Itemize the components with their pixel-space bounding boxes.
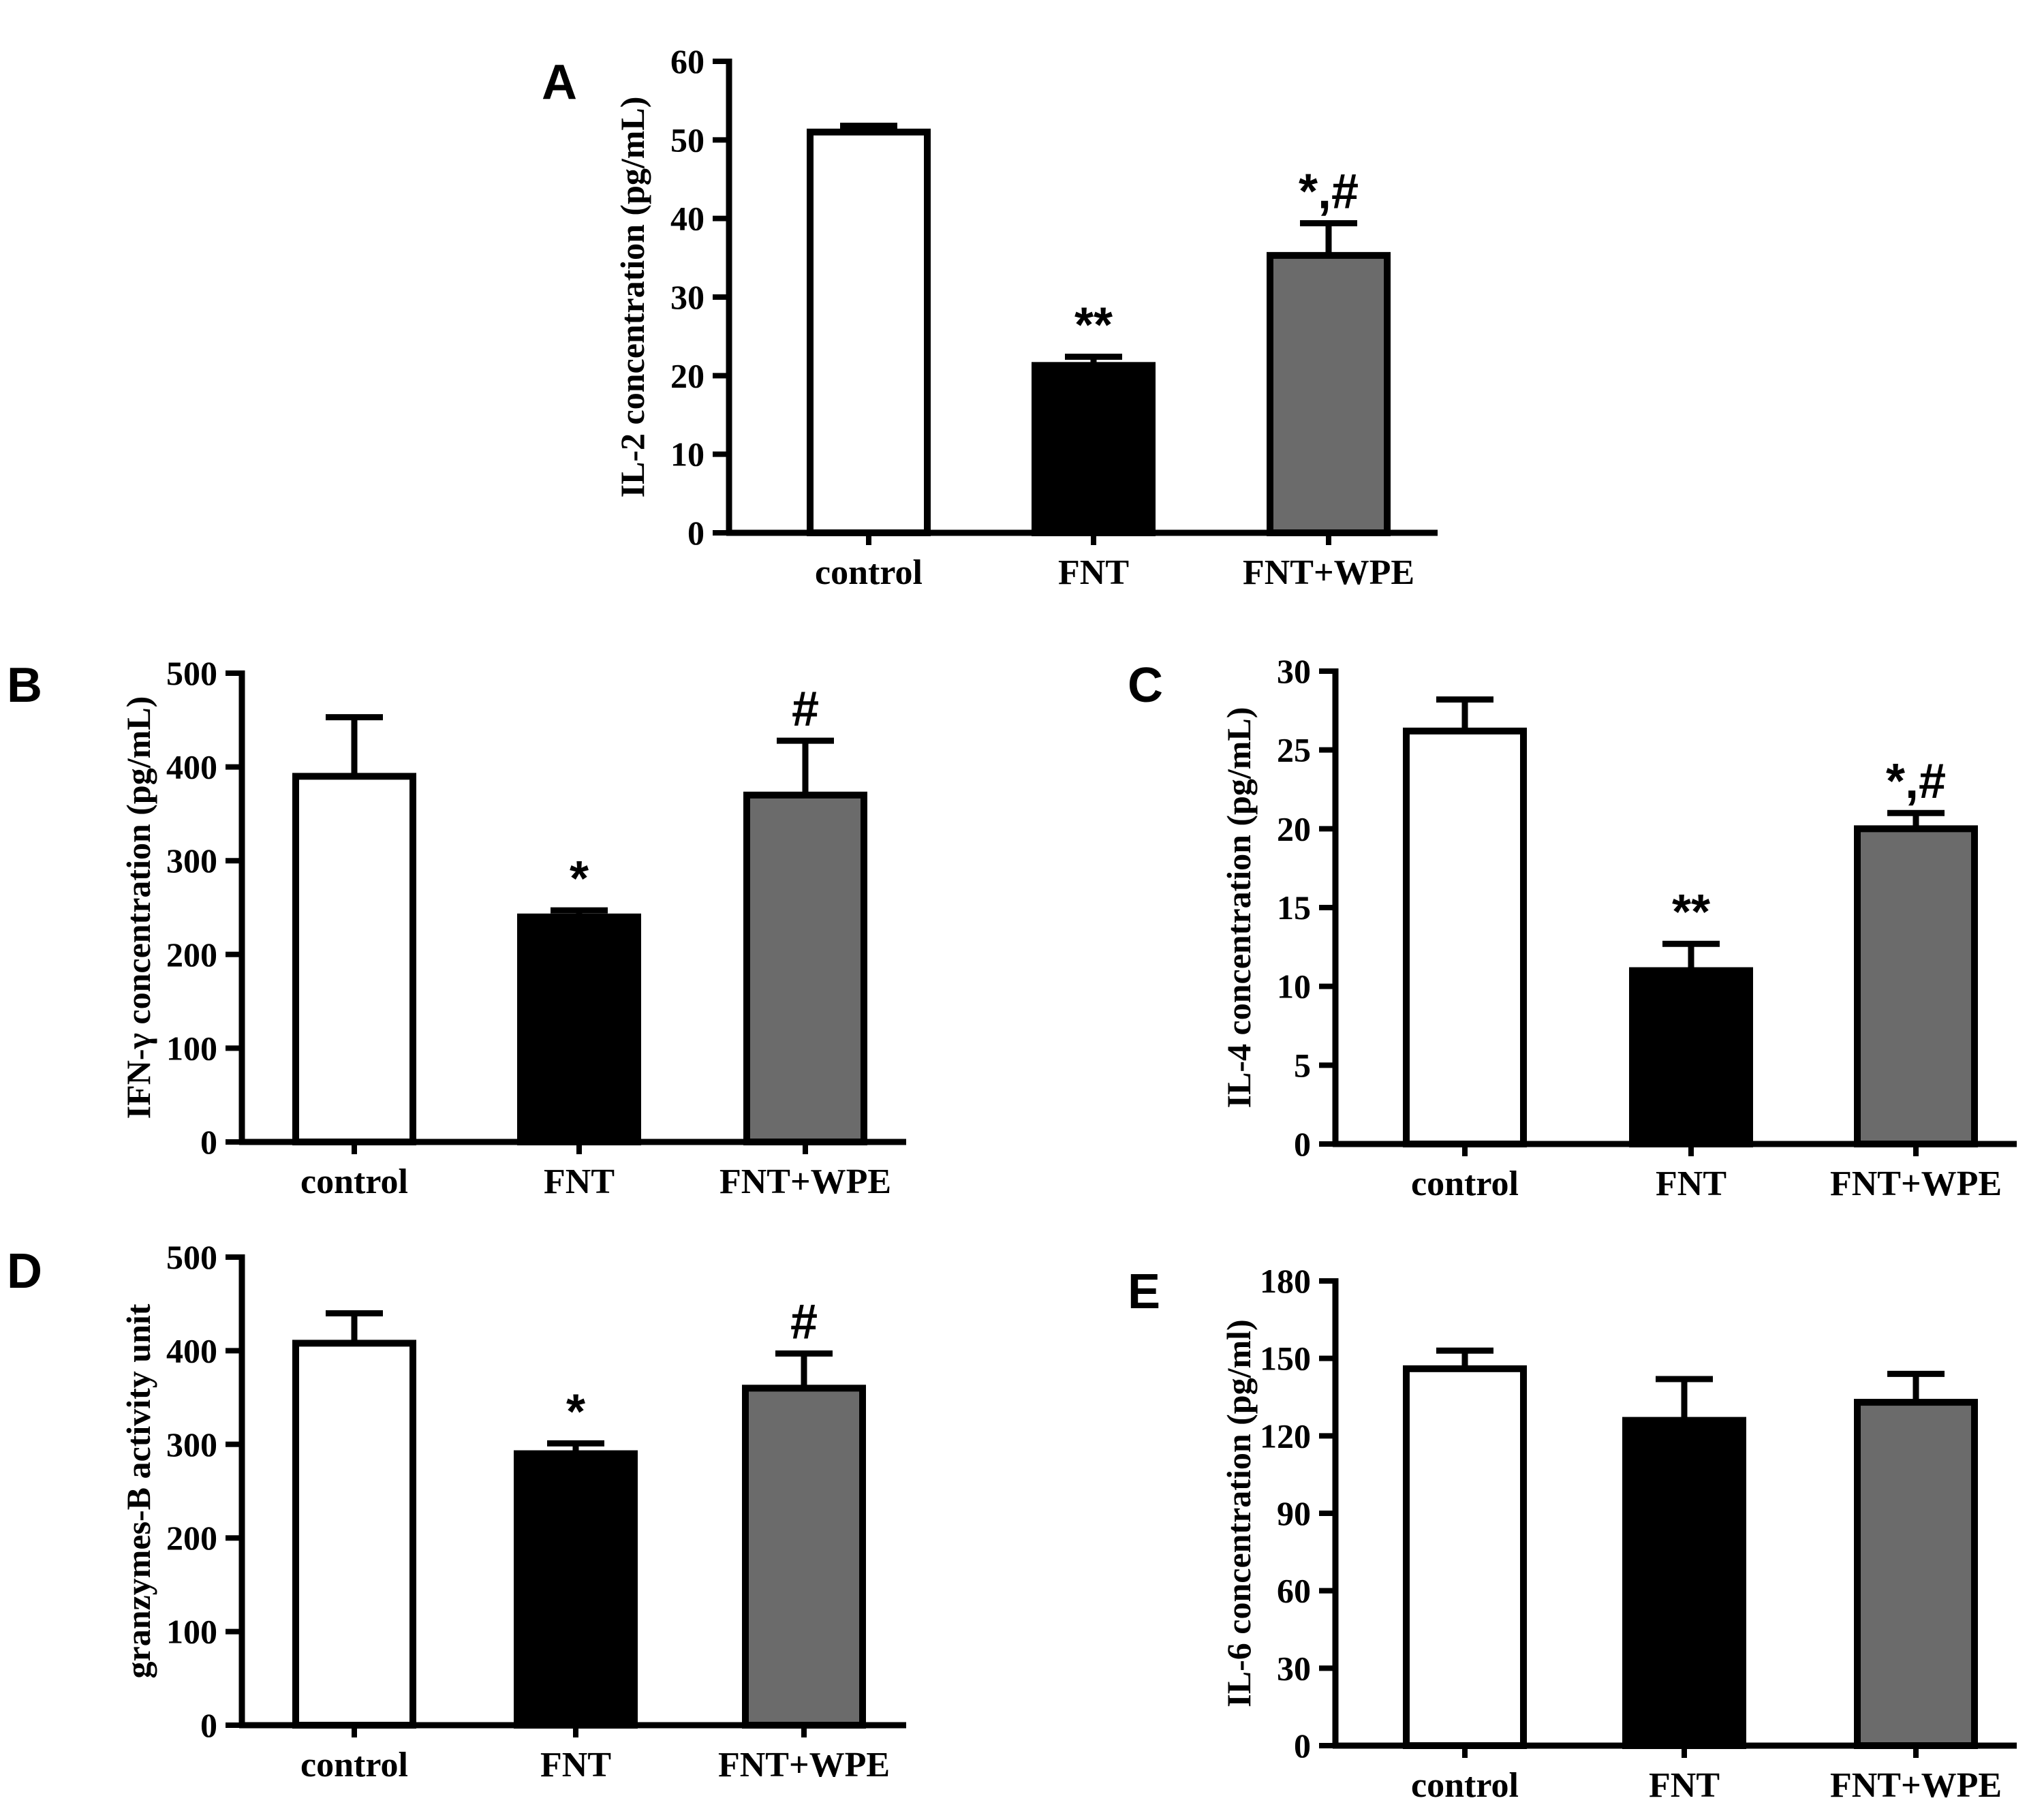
y-tick-label: 0 bbox=[200, 1706, 217, 1744]
y-axis-label: IL-2 concentration (pg/mL) bbox=[613, 97, 651, 498]
significance-label: ** bbox=[1074, 298, 1113, 353]
panel-c-il4-chart: C IL-4 concentration (pg/mL) control ** FNT *… bbox=[1128, 652, 2017, 1203]
bar-fnt-plus-wpe bbox=[1854, 825, 1978, 1148]
significance-label: ** bbox=[1672, 885, 1710, 940]
y-tick-label: 5 bbox=[1294, 1046, 1311, 1084]
panel-letter: C bbox=[1128, 658, 1163, 713]
panel-letter: B bbox=[7, 658, 42, 713]
y-tick-label: 500 bbox=[166, 654, 217, 692]
panel-b-ifn-gamma-chart: B IFN-γ concentration (pg/mL) control * FNT #… bbox=[7, 654, 906, 1201]
y-axis-label: IL-6 concentration (pg/ml) bbox=[1220, 1319, 1258, 1707]
y-tick-label: 60 bbox=[1277, 1572, 1311, 1610]
significance-label: *,# bbox=[1299, 165, 1359, 219]
x-tick-label: FNT+WPE bbox=[718, 1746, 890, 1784]
panel-a-il2-chart: A IL-2 concentration (pg/mL) control ** FNT *… bbox=[542, 42, 1438, 592]
y-axis-label: IFN-γ concentration (pg/mL) bbox=[119, 696, 157, 1119]
y-tick-label: 200 bbox=[166, 1519, 217, 1557]
bar-fnt bbox=[514, 1450, 638, 1729]
y-tick-label: 20 bbox=[670, 356, 704, 395]
bar-fnt bbox=[517, 913, 641, 1145]
x-tick-label: FNT bbox=[1649, 1766, 1720, 1805]
bar-fnt-plus-wpe bbox=[1854, 1399, 1978, 1750]
significance-label: # bbox=[792, 682, 819, 737]
x-tick-label: FNT bbox=[540, 1746, 611, 1784]
y-tick-label: 150 bbox=[1260, 1340, 1311, 1378]
y-axis-label: granzymes-B activity unit bbox=[119, 1303, 157, 1678]
panel-e-il6-chart: E IL-6 concentration (pg/ml) control FNT FNT… bbox=[1128, 1262, 2017, 1805]
x-tick-label: control bbox=[1411, 1164, 1519, 1203]
y-tick-label: 15 bbox=[1277, 888, 1311, 927]
y-tick-label: 180 bbox=[1260, 1262, 1311, 1300]
y-tick-label: 0 bbox=[1294, 1727, 1311, 1765]
x-tick-label: FNT+WPE bbox=[719, 1162, 891, 1201]
y-tick-label: 0 bbox=[1294, 1125, 1311, 1163]
bar-control bbox=[807, 128, 931, 537]
bar-control bbox=[292, 773, 416, 1145]
significance-label: * bbox=[570, 852, 589, 906]
y-tick-label: 20 bbox=[1277, 809, 1311, 848]
y-tick-label: 300 bbox=[166, 1425, 217, 1464]
bar-fnt bbox=[1629, 967, 1753, 1147]
y-tick-label: 10 bbox=[1277, 968, 1311, 1006]
y-tick-label: 400 bbox=[166, 1331, 217, 1370]
bar-fnt-plus-wpe bbox=[1267, 251, 1391, 536]
y-tick-label: 90 bbox=[1277, 1494, 1311, 1532]
y-tick-label: 0 bbox=[200, 1123, 217, 1161]
significance-label: * bbox=[566, 1385, 585, 1439]
x-tick-label: FNT bbox=[1656, 1164, 1726, 1203]
x-tick-label: control bbox=[300, 1162, 408, 1201]
y-tick-label: 25 bbox=[1277, 731, 1311, 769]
bar-fnt bbox=[1622, 1417, 1746, 1750]
y-tick-label: 50 bbox=[670, 121, 704, 159]
y-tick-label: 200 bbox=[166, 936, 217, 974]
y-axis-label: IL-4 concentration (pg/mL) bbox=[1220, 707, 1258, 1109]
bar-control bbox=[1403, 1365, 1527, 1750]
y-tick-label: 300 bbox=[166, 841, 217, 880]
y-tick-label: 30 bbox=[1277, 1649, 1311, 1687]
x-tick-label: FNT+WPE bbox=[1243, 553, 1414, 592]
x-tick-label: control bbox=[300, 1746, 408, 1784]
bar-control bbox=[1403, 727, 1527, 1147]
y-tick-label: 0 bbox=[687, 514, 704, 552]
y-tick-label: 40 bbox=[670, 200, 704, 238]
x-tick-label: FNT bbox=[544, 1162, 615, 1201]
y-tick-label: 30 bbox=[670, 278, 704, 316]
bar-fnt-plus-wpe bbox=[743, 791, 867, 1145]
panel-letter: D bbox=[7, 1244, 42, 1299]
significance-label: # bbox=[790, 1295, 818, 1350]
y-tick-label: 10 bbox=[670, 435, 704, 474]
y-tick-label: 60 bbox=[670, 42, 704, 80]
x-tick-label: control bbox=[815, 553, 923, 592]
y-tick-label: 30 bbox=[1277, 652, 1311, 690]
significance-label: *,# bbox=[1886, 754, 1946, 809]
x-tick-label: FNT bbox=[1058, 553, 1129, 592]
panel-letter: A bbox=[542, 55, 577, 110]
y-tick-label: 100 bbox=[166, 1029, 217, 1067]
x-tick-label: FNT+WPE bbox=[1830, 1164, 2002, 1203]
bar-fnt-plus-wpe bbox=[742, 1385, 866, 1729]
y-tick-label: 400 bbox=[166, 748, 217, 786]
x-tick-label: control bbox=[1411, 1766, 1519, 1805]
panel-letter: E bbox=[1128, 1265, 1160, 1319]
y-tick-label: 500 bbox=[166, 1238, 217, 1276]
bar-fnt bbox=[1032, 362, 1156, 537]
x-tick-label: FNT+WPE bbox=[1830, 1766, 2002, 1805]
y-tick-label: 120 bbox=[1260, 1417, 1311, 1455]
y-tick-label: 100 bbox=[166, 1613, 217, 1651]
bar-control bbox=[292, 1340, 416, 1729]
